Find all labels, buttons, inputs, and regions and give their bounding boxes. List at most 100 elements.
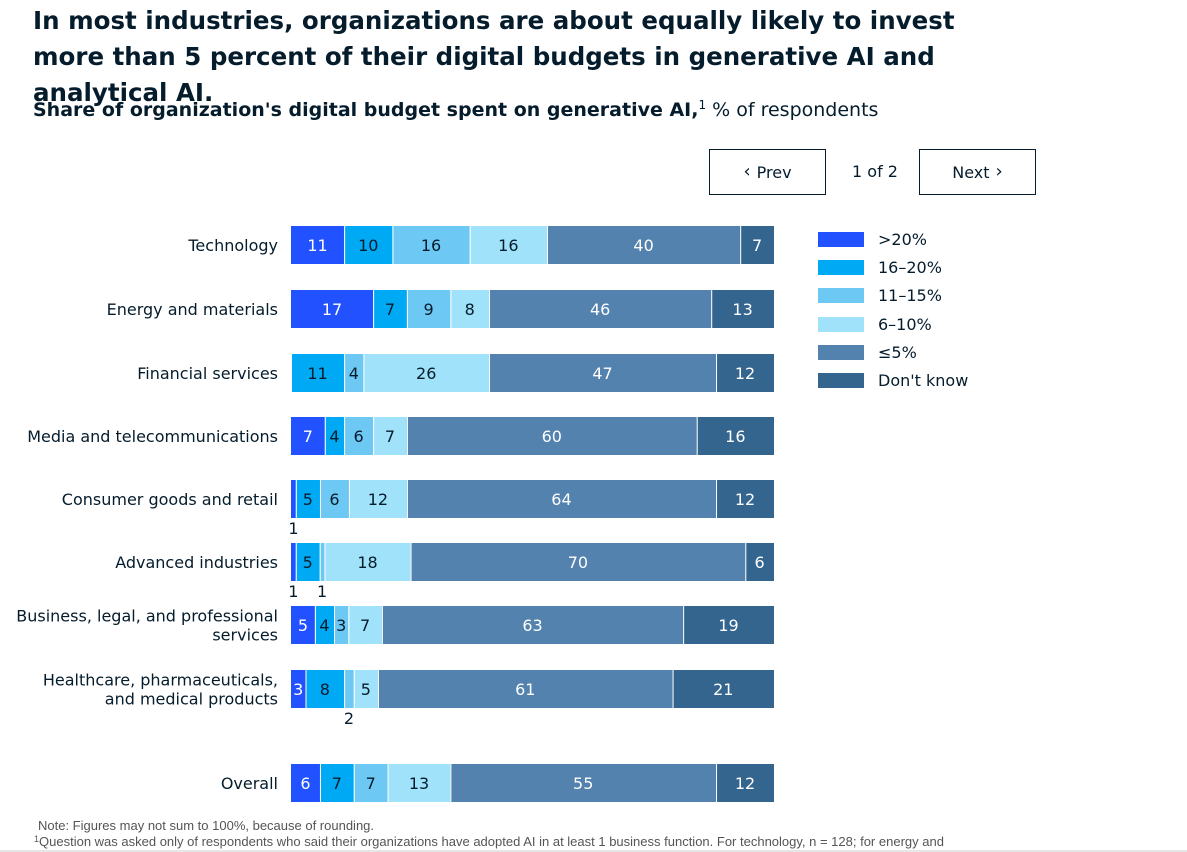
- data-label: 21: [713, 680, 733, 699]
- segment-divider: [348, 480, 350, 518]
- data-label: 8: [465, 300, 475, 319]
- segment-divider: [344, 354, 346, 392]
- category-label: Advanced industries: [115, 553, 278, 572]
- data-label: 8: [320, 680, 330, 699]
- prev-button-label: Prev: [756, 162, 792, 182]
- data-label: 13: [409, 774, 429, 793]
- data-label: 60: [542, 427, 562, 446]
- segment-divider: [319, 543, 321, 581]
- data-label: 16: [498, 236, 518, 255]
- segment-divider: [740, 226, 742, 264]
- segment-divider: [353, 764, 355, 802]
- bar-segment: [745, 543, 774, 581]
- bar-segment: [392, 226, 470, 264]
- bar-segment: [450, 764, 717, 802]
- segment-divider: [377, 670, 379, 708]
- bar-segment: [716, 480, 774, 518]
- bar-segment: [387, 764, 451, 802]
- segment-divider: [334, 606, 336, 644]
- chart-legend: >20% 16–20% 11–15% 6–10% ≤5% Don't know: [818, 225, 968, 395]
- bar-segment: [489, 290, 712, 328]
- segment-divider: [469, 226, 471, 264]
- segment-divider: [319, 764, 321, 802]
- bar-segment: [295, 480, 320, 518]
- bar-segment: [406, 290, 451, 328]
- segment-divider: [305, 670, 307, 708]
- data-label: 16: [421, 236, 441, 255]
- category-label: Energy and materials: [107, 300, 278, 319]
- legend-item: Don't know: [818, 366, 968, 394]
- data-label: 6: [300, 774, 310, 793]
- subtitle-footnote-marker: 1: [698, 98, 707, 112]
- prev-button[interactable]: ‹ Prev: [709, 149, 826, 195]
- category-label: Financial services: [137, 364, 278, 383]
- data-label: 55: [573, 774, 593, 793]
- data-label: 6: [354, 427, 364, 446]
- bar-segment: [344, 226, 393, 264]
- segment-divider: [716, 480, 718, 518]
- segment-divider: [406, 480, 408, 518]
- legend-swatch: [818, 316, 864, 332]
- legend-label: >20%: [878, 229, 927, 249]
- bar-segment: [291, 670, 306, 708]
- data-label: 6: [755, 553, 765, 572]
- chart-headline: In most industries, organizations are ab…: [33, 6, 955, 107]
- segment-divider: [314, 606, 316, 644]
- data-label: 7: [385, 300, 395, 319]
- segment-divider: [672, 670, 674, 708]
- segment-divider: [745, 543, 747, 581]
- data-label: 10: [358, 236, 378, 255]
- segment-divider: [344, 417, 346, 455]
- category-label: Business, legal, and professional service…: [16, 607, 278, 645]
- data-label: 17: [322, 300, 342, 319]
- bar-segment: [672, 670, 774, 708]
- bar-segment: [334, 606, 349, 644]
- data-label: 2: [344, 709, 354, 728]
- segment-divider: [716, 354, 718, 392]
- data-label: 1: [288, 582, 298, 601]
- next-button[interactable]: Next ›: [919, 149, 1036, 195]
- category-label: Technology: [187, 236, 278, 255]
- legend-item: 6–10%: [818, 310, 968, 338]
- bar-segment: [489, 354, 717, 392]
- data-label: 19: [718, 616, 738, 635]
- bar-segment: [353, 764, 388, 802]
- legend-label: 16–20%: [878, 257, 942, 277]
- data-label: 4: [349, 364, 359, 383]
- segment-divider: [716, 764, 718, 802]
- bar-segment: [319, 764, 354, 802]
- bar-segment: [363, 354, 490, 392]
- category-label: Healthcare, pharmaceuticals, and medical …: [43, 671, 278, 709]
- bar-segment: [324, 543, 411, 581]
- data-label: 5: [361, 680, 371, 699]
- segment-divider: [348, 606, 350, 644]
- bar-segment: [353, 670, 378, 708]
- bar-segment: [740, 226, 774, 264]
- segment-divider: [696, 417, 698, 455]
- bar-segment: [291, 480, 296, 518]
- bar-segment: [348, 606, 382, 644]
- bar-segment: [319, 543, 325, 581]
- data-label: 13: [732, 300, 752, 319]
- bar-segment: [373, 417, 407, 455]
- bar-segment: [450, 290, 490, 328]
- data-label: 7: [332, 774, 342, 793]
- data-label: 7: [360, 616, 370, 635]
- data-label: 70: [568, 553, 588, 572]
- segment-divider: [387, 764, 389, 802]
- bar-segment: [291, 764, 320, 802]
- category-label: Consumer goods and retail: [62, 490, 278, 509]
- segment-divider: [711, 290, 713, 328]
- bar-segment: [344, 670, 354, 708]
- data-label: 12: [368, 490, 388, 509]
- segment-divider: [489, 354, 491, 392]
- data-label: 64: [551, 490, 571, 509]
- bar-segment: [291, 543, 296, 581]
- category-label: Media and telecommunications: [27, 427, 278, 446]
- data-label: 46: [590, 300, 610, 319]
- data-label: 16: [725, 427, 745, 446]
- bar-segment: [406, 417, 697, 455]
- bar-segment: [324, 417, 345, 455]
- data-label: 6: [329, 490, 339, 509]
- data-label: 47: [592, 364, 612, 383]
